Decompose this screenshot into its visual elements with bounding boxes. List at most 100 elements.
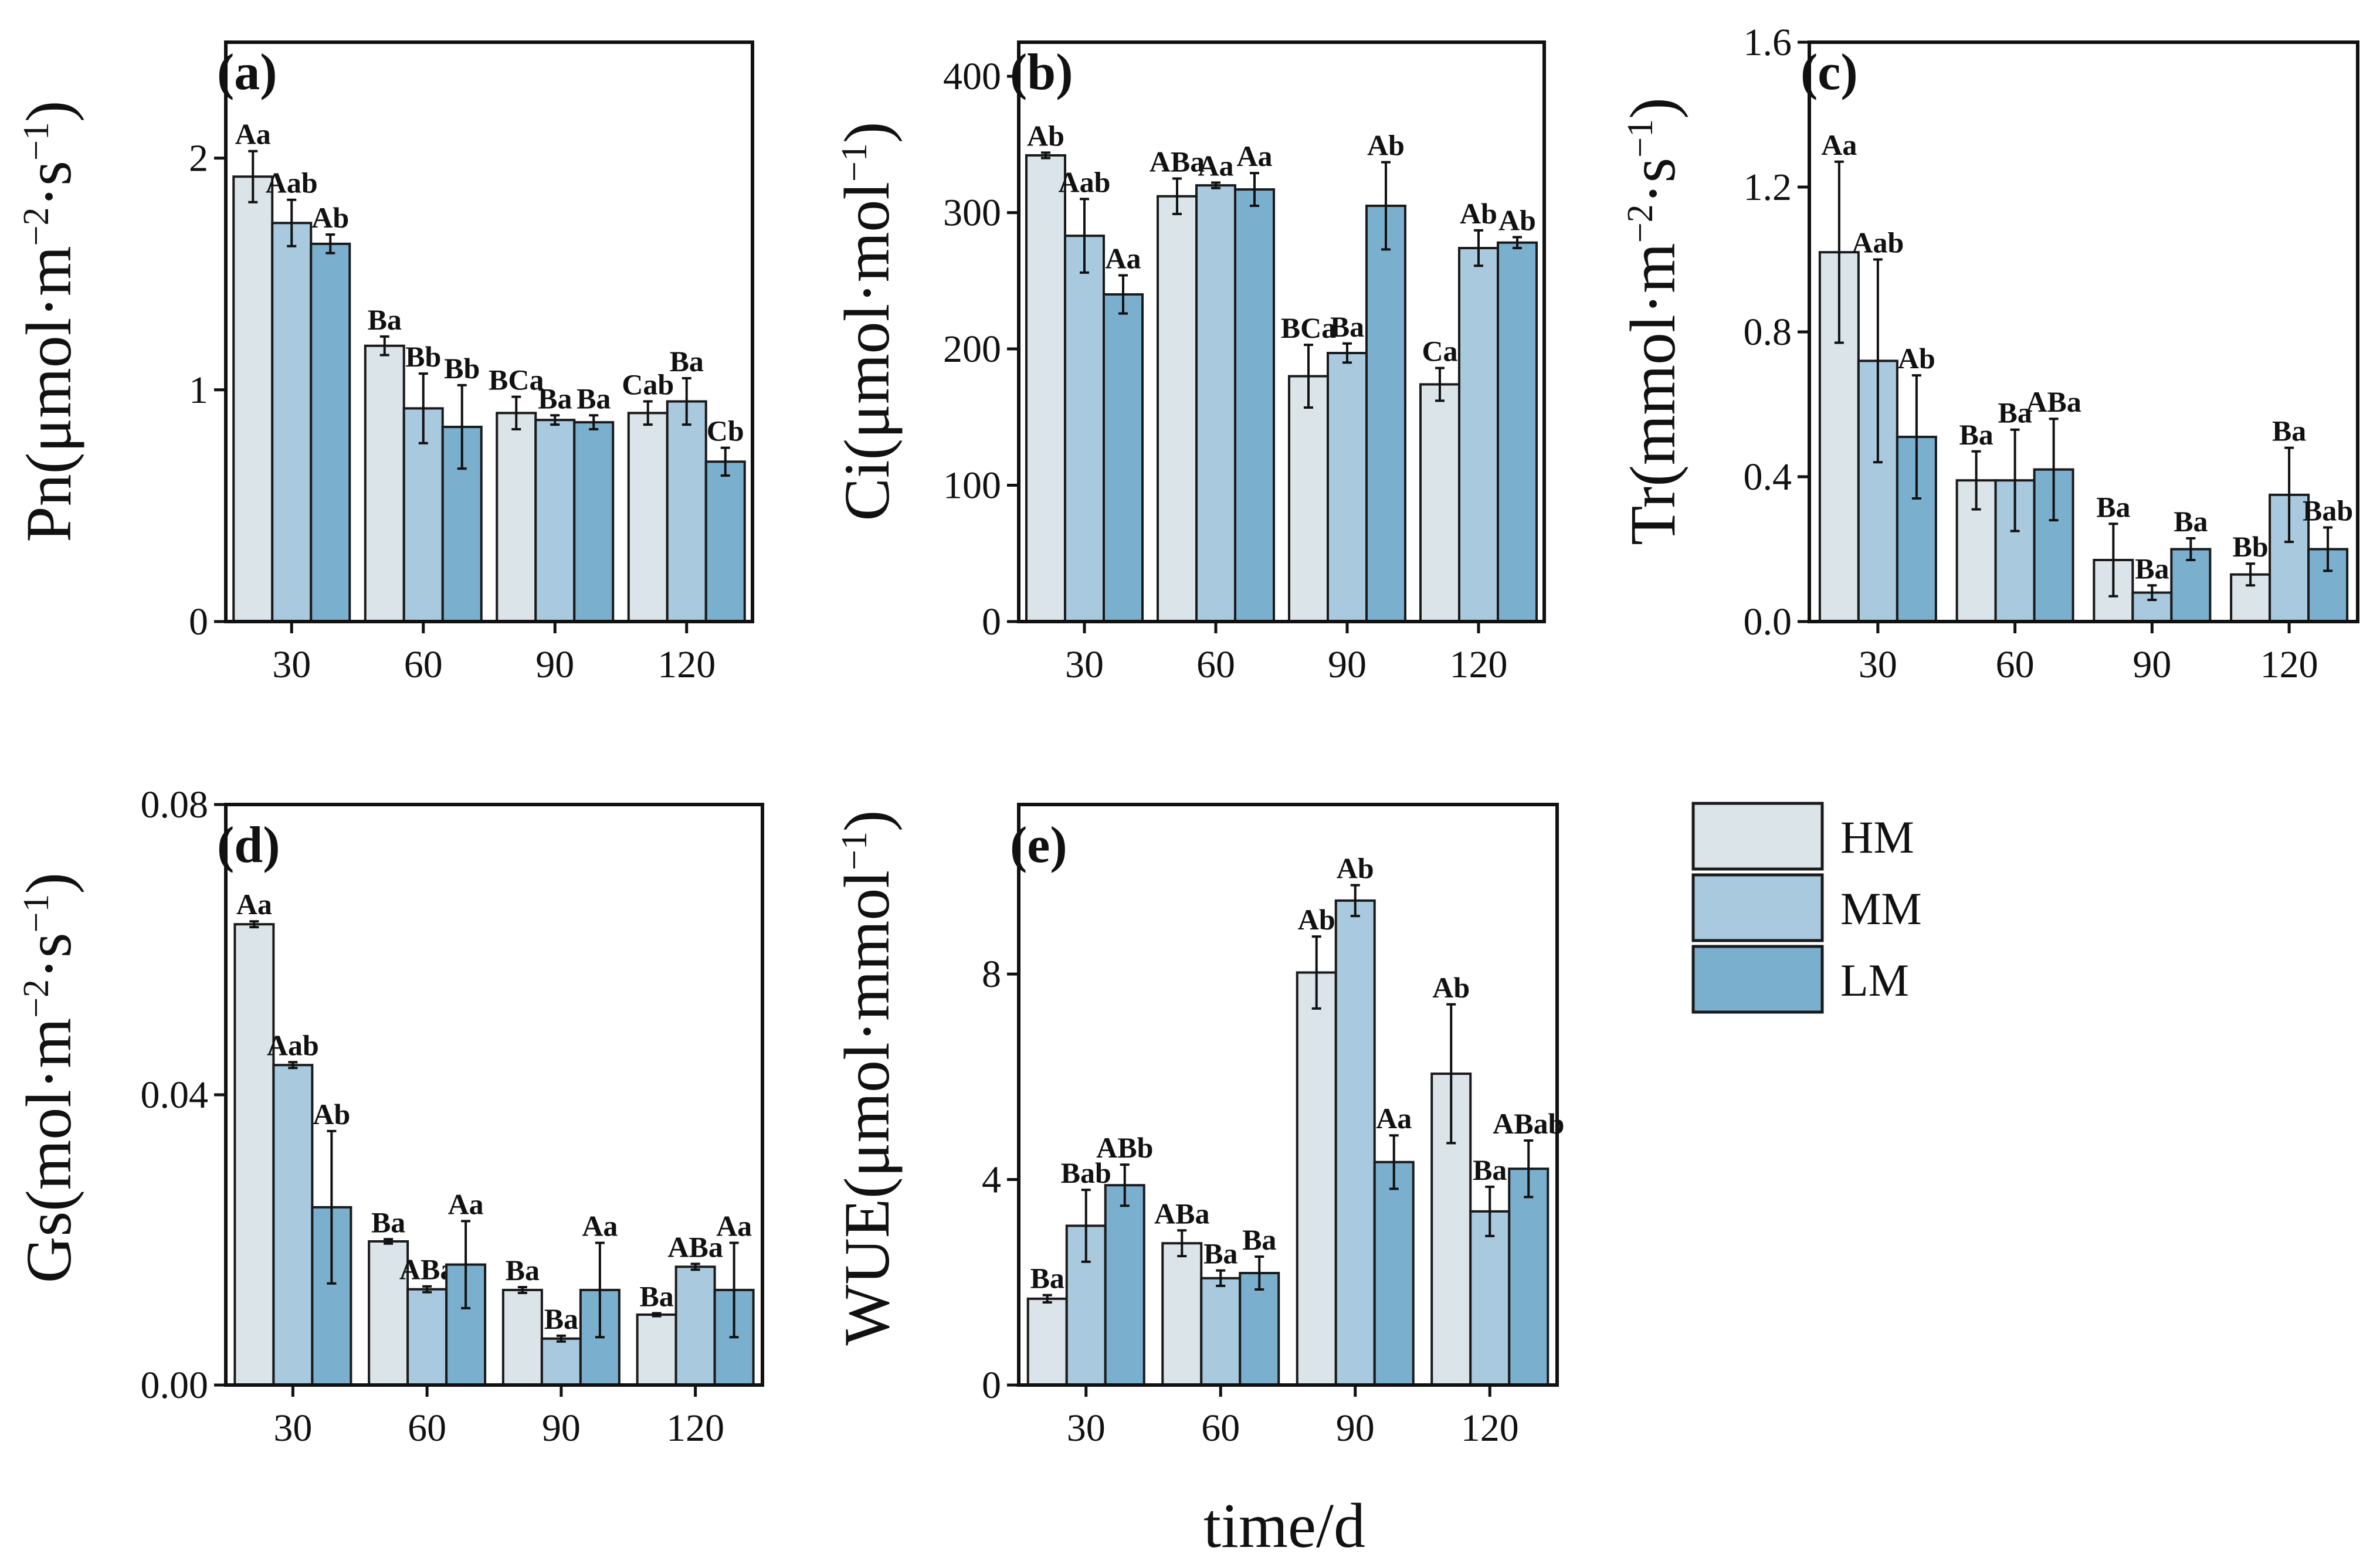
x-tick-label-c: 90 — [2132, 643, 2171, 686]
bar-a-LM-90 — [573, 421, 615, 623]
significance-label-e-MM-120: Ba — [1473, 1153, 1507, 1186]
bar-e-LM-120 — [1508, 1167, 1550, 1386]
y-tick-label-c: 1.6 — [1744, 21, 1792, 64]
bar-e-LM-90 — [1373, 1160, 1415, 1386]
significance-label-a-MM-90: Ba — [538, 382, 572, 415]
panel-label-c: (c) — [1801, 44, 1858, 101]
bar-e-MM-120 — [1469, 1210, 1511, 1387]
significance-label-d-LM-120: Aa — [716, 1209, 752, 1242]
bar-e-LM-30 — [1104, 1184, 1145, 1386]
error-bar-e-MM-90 — [1350, 884, 1360, 918]
x-tick-label-e: 90 — [1336, 1407, 1375, 1450]
bar-a-LM-120 — [704, 460, 746, 623]
significance-label-d-LM-30: Ab — [313, 1098, 350, 1131]
significance-label-e-LM-90: Aa — [1376, 1102, 1412, 1135]
legend-label-MM: MM — [1840, 883, 1922, 934]
error-bar-c-HM-30 — [1834, 160, 1844, 344]
error-bar-e-LM-60 — [1254, 1255, 1264, 1291]
y-tick-label-c: 1.2 — [1744, 166, 1792, 209]
x-tick-label-b: 60 — [1196, 643, 1235, 686]
panel-label-b: (b) — [1010, 44, 1073, 101]
error-bar-d-HM-30 — [249, 920, 259, 929]
bar-a-MM-120 — [666, 400, 707, 623]
bar-a-LM-30 — [310, 242, 351, 623]
significance-label-c-MM-30: Aab — [1852, 226, 1904, 259]
significance-label-b-LM-120: Ab — [1498, 203, 1536, 236]
significance-label-a-LM-120: Cb — [707, 415, 744, 447]
y-axis-label-a: Pn(μmol·m−2·s−1) — [13, 100, 84, 542]
significance-label-a-MM-30: Aab — [266, 167, 318, 199]
significance-label-b-LM-60: Aa — [1236, 140, 1272, 172]
error-bar-e-HM-120 — [1446, 1003, 1456, 1145]
error-bar-a-HM-60 — [379, 335, 389, 357]
significance-label-c-HM-60: Ba — [1959, 418, 1993, 451]
error-bar-a-LM-60 — [457, 383, 467, 470]
panel-label-d: (d) — [217, 817, 280, 874]
x-tick-label-d: 30 — [273, 1407, 312, 1450]
significance-label-c-MM-60: Ba — [1998, 396, 2032, 429]
x-tick-label-b: 30 — [1065, 643, 1104, 686]
significance-label-b-LM-30: Aa — [1105, 242, 1141, 275]
y-axis-label-e: WUE(μmol·mmol−1) — [831, 810, 903, 1345]
error-bar-e-HM-90 — [1311, 935, 1321, 1010]
significance-label-d-LM-90: Aa — [582, 1209, 618, 1242]
y-axis-label-c: Tr(mmol·m−2·s−1) — [1617, 97, 1689, 545]
significance-label-b-HM-30: Ab — [1027, 119, 1064, 152]
error-bar-b-LM-90 — [1381, 161, 1391, 251]
bar-e-HM-90 — [1296, 971, 1337, 1386]
significance-label-c-LM-120: Bab — [2303, 494, 2353, 527]
y-tick-label-e: 8 — [982, 953, 1001, 996]
error-bar-a-HM-120 — [643, 400, 653, 426]
y-tick-label-e: 4 — [982, 1159, 1001, 1202]
bar-d-MM-60 — [406, 1288, 448, 1386]
error-bar-c-MM-120 — [2284, 446, 2294, 544]
error-bar-b-LM-60 — [1250, 172, 1259, 207]
y-axis-label-text: ) — [1617, 97, 1689, 119]
y-tick-label-c: 0.8 — [1744, 311, 1792, 354]
plot-frame-e — [1017, 803, 1559, 1387]
error-bar-a-HM-90 — [511, 395, 521, 430]
error-bar-c-HM-60 — [1971, 450, 1981, 511]
legend-label-HM: HM — [1840, 812, 1914, 863]
x-tick-label-d: 90 — [542, 1407, 581, 1450]
y-tick-label-c: 0.4 — [1744, 456, 1792, 498]
error-bar-a-MM-60 — [418, 372, 428, 444]
y-axis-label-text: ·s — [13, 932, 84, 979]
significance-label-e-LM-60: Ba — [1242, 1223, 1276, 1256]
error-bar-b-HM-120 — [1435, 366, 1445, 402]
error-bar-e-LM-120 — [1524, 1139, 1534, 1199]
significance-label-e-LM-120: ABab — [1493, 1107, 1564, 1140]
bar-d-MM-120 — [674, 1265, 716, 1387]
bar-d-HM-60 — [368, 1240, 409, 1387]
error-bar-c-LM-60 — [2049, 418, 2059, 522]
error-bar-d-LM-30 — [327, 1129, 337, 1285]
plot-frame-b — [1017, 40, 1546, 623]
significance-label-e-HM-30: Ba — [1030, 1262, 1064, 1295]
y-tick-label-b: 300 — [943, 192, 1001, 235]
error-bar-e-LM-30 — [1120, 1163, 1130, 1207]
y-axis-label-text: ) — [13, 873, 84, 894]
legend-swatch-LM — [1691, 945, 1824, 1014]
y-axis-label-text: ) — [831, 121, 903, 143]
significance-label-c-LM-60: ABa — [2026, 385, 2081, 418]
bar-a-HM-60 — [364, 344, 405, 623]
significance-label-a-HM-60: Ba — [368, 303, 402, 336]
significance-label-e-LM-30: ABb — [1096, 1131, 1153, 1164]
y-axis-label-superscript: −1 — [835, 143, 874, 182]
panel-label-e: (e) — [1010, 817, 1067, 874]
bar-a-MM-30 — [271, 222, 313, 623]
significance-label-e-HM-60: ABa — [1154, 1197, 1209, 1230]
bar-d-MM-30 — [272, 1064, 314, 1386]
legend-swatch-HM — [1691, 802, 1824, 871]
error-bar-b-HM-90 — [1304, 344, 1313, 409]
panel-label-a: (a) — [217, 44, 277, 101]
bar-e-HM-30 — [1026, 1297, 1068, 1387]
error-bar-e-LM-90 — [1389, 1134, 1399, 1190]
y-axis-label-text: WUE(μmol·mmol — [831, 870, 903, 1346]
y-axis-label-text: ·s — [1617, 158, 1689, 204]
bar-b-HM-30 — [1025, 154, 1066, 623]
x-tick-label-a: 60 — [404, 643, 443, 686]
